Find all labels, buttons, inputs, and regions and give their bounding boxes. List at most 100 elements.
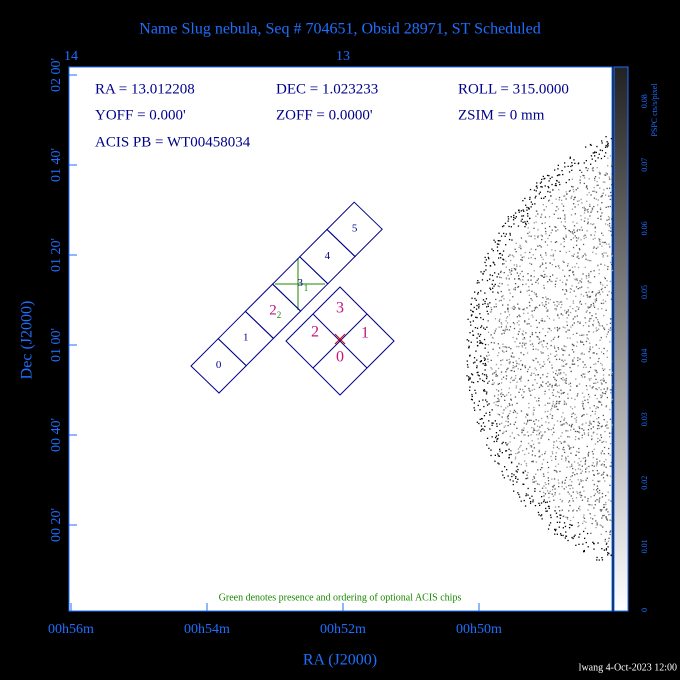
pixel	[529, 445, 532, 447]
pixel	[493, 395, 496, 397]
pixel	[525, 283, 527, 285]
pixel	[550, 195, 552, 197]
pixel	[529, 344, 532, 346]
pixel	[610, 318, 612, 320]
pixel	[531, 290, 533, 292]
pixel	[589, 295, 592, 298]
pixel	[533, 189, 536, 191]
pixel	[542, 459, 545, 461]
pixel	[552, 371, 554, 373]
pixel	[535, 281, 537, 283]
pixel	[610, 461, 613, 464]
pixel	[609, 418, 612, 420]
pixel	[595, 407, 597, 410]
pixel	[579, 334, 581, 337]
pixel	[582, 400, 584, 403]
pixel	[595, 298, 598, 300]
pixel	[610, 465, 612, 467]
pixel	[560, 424, 562, 426]
pixel	[571, 475, 573, 477]
pixel	[596, 418, 598, 420]
pixel	[589, 407, 591, 409]
title: Name Slug nebula, Seq # 704651, Obsid 28…	[139, 21, 540, 38]
pixel	[512, 296, 514, 298]
pixel	[504, 466, 506, 468]
pixel	[576, 450, 578, 453]
pixel	[607, 216, 610, 218]
pixel	[563, 365, 565, 367]
pixel	[495, 371, 497, 373]
pixel	[530, 446, 533, 448]
pixel	[485, 259, 487, 261]
pixel	[495, 303, 497, 305]
pixel	[551, 405, 553, 407]
pixel	[484, 390, 486, 392]
pixel	[525, 495, 527, 497]
pixel	[582, 361, 584, 363]
pixel	[577, 252, 579, 254]
pixel	[601, 404, 603, 406]
pixel	[594, 493, 596, 495]
pixel	[601, 253, 603, 255]
pixel	[517, 278, 520, 280]
pixel	[611, 263, 613, 266]
pixel	[581, 256, 583, 258]
pixel	[497, 462, 499, 464]
pixel	[536, 307, 538, 309]
pixel	[530, 279, 532, 281]
pixel	[554, 404, 556, 407]
pixel	[600, 218, 602, 220]
pixel	[578, 447, 580, 450]
pixel	[596, 388, 598, 391]
optional-chip-label: 1	[304, 283, 309, 293]
pixel	[593, 197, 596, 199]
pixel	[571, 423, 573, 426]
pixel	[478, 335, 481, 337]
pixel	[585, 258, 587, 260]
pixel	[581, 286, 583, 288]
pixel	[518, 209, 520, 211]
pixel	[512, 305, 515, 308]
pixel	[598, 425, 600, 427]
pixel	[558, 372, 560, 374]
pixel	[524, 365, 526, 367]
pixel	[536, 182, 538, 184]
pixel	[553, 259, 555, 261]
pixel	[543, 495, 545, 497]
pixel	[478, 281, 480, 284]
pixel	[581, 341, 584, 343]
pixel	[599, 187, 601, 189]
pixel	[558, 482, 560, 484]
pixel	[525, 241, 528, 243]
pixel	[492, 279, 494, 282]
pixel	[529, 196, 531, 199]
pixel	[555, 350, 557, 352]
pixel	[606, 350, 608, 352]
pixel	[547, 471, 549, 474]
pixel	[552, 495, 554, 497]
pixel	[599, 379, 602, 381]
colorbar-tick-label: 0.02	[640, 476, 649, 490]
aimpoint	[334, 333, 346, 345]
pixel	[490, 359, 492, 361]
pixel	[571, 232, 574, 234]
pixel	[581, 334, 583, 336]
pixel	[576, 279, 578, 282]
pixel	[539, 182, 542, 184]
info-text: ACIS PB = WT00458034	[95, 134, 251, 150]
pixel	[581, 424, 583, 426]
pixel	[538, 429, 540, 431]
pixel	[585, 471, 587, 473]
pixel	[541, 320, 543, 322]
pixel	[610, 165, 613, 167]
pixel	[555, 309, 557, 311]
pixel	[589, 348, 591, 351]
pixel	[581, 171, 583, 173]
pixel	[534, 455, 536, 457]
pixel	[522, 338, 524, 340]
pixel	[594, 500, 597, 502]
pixel	[606, 333, 608, 335]
pixel	[589, 420, 591, 422]
pixel	[611, 384, 613, 386]
pixel	[524, 470, 526, 472]
